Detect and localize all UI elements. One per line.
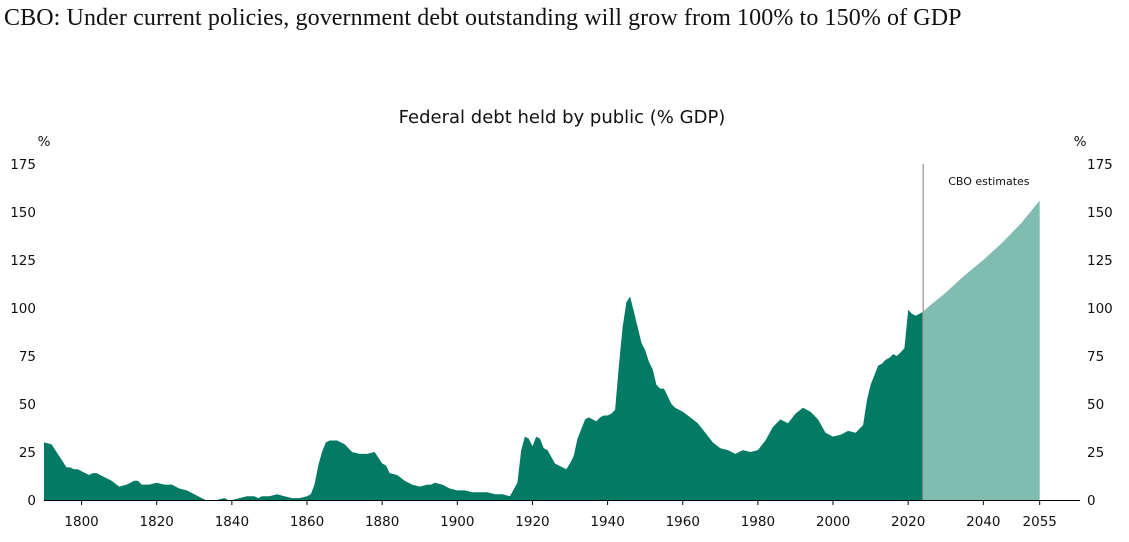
y-axis-label-right: % — [1074, 134, 1087, 150]
y-tick-label-right: 150 — [1087, 205, 1113, 221]
x-tick-label: 1820 — [140, 514, 174, 530]
y-axis-label-left: % — [38, 134, 51, 150]
y-tick-label-left: 150 — [10, 205, 36, 221]
x-tick-label: 2000 — [816, 514, 850, 530]
x-tick-label: 1840 — [215, 514, 249, 530]
y-tick-label-right: 50 — [1087, 397, 1104, 413]
projection-area — [923, 200, 1040, 500]
x-tick-label: 1980 — [741, 514, 775, 530]
y-tick-label-right: 75 — [1087, 349, 1104, 365]
y-tick-label-left: 50 — [19, 397, 36, 413]
left-y-ticks: 0 25 50 75 100 125 150 175 — [10, 157, 36, 509]
y-tick-label-left: 175 — [10, 157, 36, 173]
x-tick-label: 1860 — [290, 514, 324, 530]
x-ticks: 1800 1820 1840 1860 1880 1900 1920 1940 1960 1980… — [64, 500, 1057, 530]
y-tick-label-right: 0 — [1087, 493, 1096, 509]
x-tick-label: 2040 — [966, 514, 1000, 530]
x-tick-label: 2055 — [1023, 514, 1057, 530]
y-tick-label-left: 25 — [19, 445, 36, 461]
y-tick-label-right: 125 — [1087, 253, 1113, 269]
y-tick-label-right: 175 — [1087, 157, 1113, 173]
y-tick-label-left: 125 — [10, 253, 36, 269]
y-tick-label-right: 100 — [1087, 301, 1113, 317]
historical-area — [44, 296, 924, 500]
chart-title: Federal debt held by public (% GDP) — [399, 107, 726, 128]
x-tick-label: 2020 — [891, 514, 925, 530]
y-tick-label-right: 25 — [1087, 445, 1104, 461]
series-layer — [44, 164, 1080, 501]
y-tick-label-left: 0 — [27, 493, 36, 509]
y-tick-label-left: 100 — [10, 301, 36, 317]
x-tick-label: 1960 — [666, 514, 700, 530]
y-tick-label-left: 75 — [19, 349, 36, 365]
x-tick-label: 1920 — [515, 514, 549, 530]
headline: CBO: Under current policies, government … — [4, 5, 962, 31]
x-tick-label: 1940 — [590, 514, 624, 530]
x-tick-label: 1900 — [440, 514, 474, 530]
x-tick-label: 1880 — [365, 514, 399, 530]
x-tick-label: 1800 — [64, 514, 98, 530]
cbo-estimates-label: CBO estimates — [948, 175, 1030, 188]
right-y-ticks: 0 25 50 75 100 125 150 175 — [1087, 157, 1113, 509]
